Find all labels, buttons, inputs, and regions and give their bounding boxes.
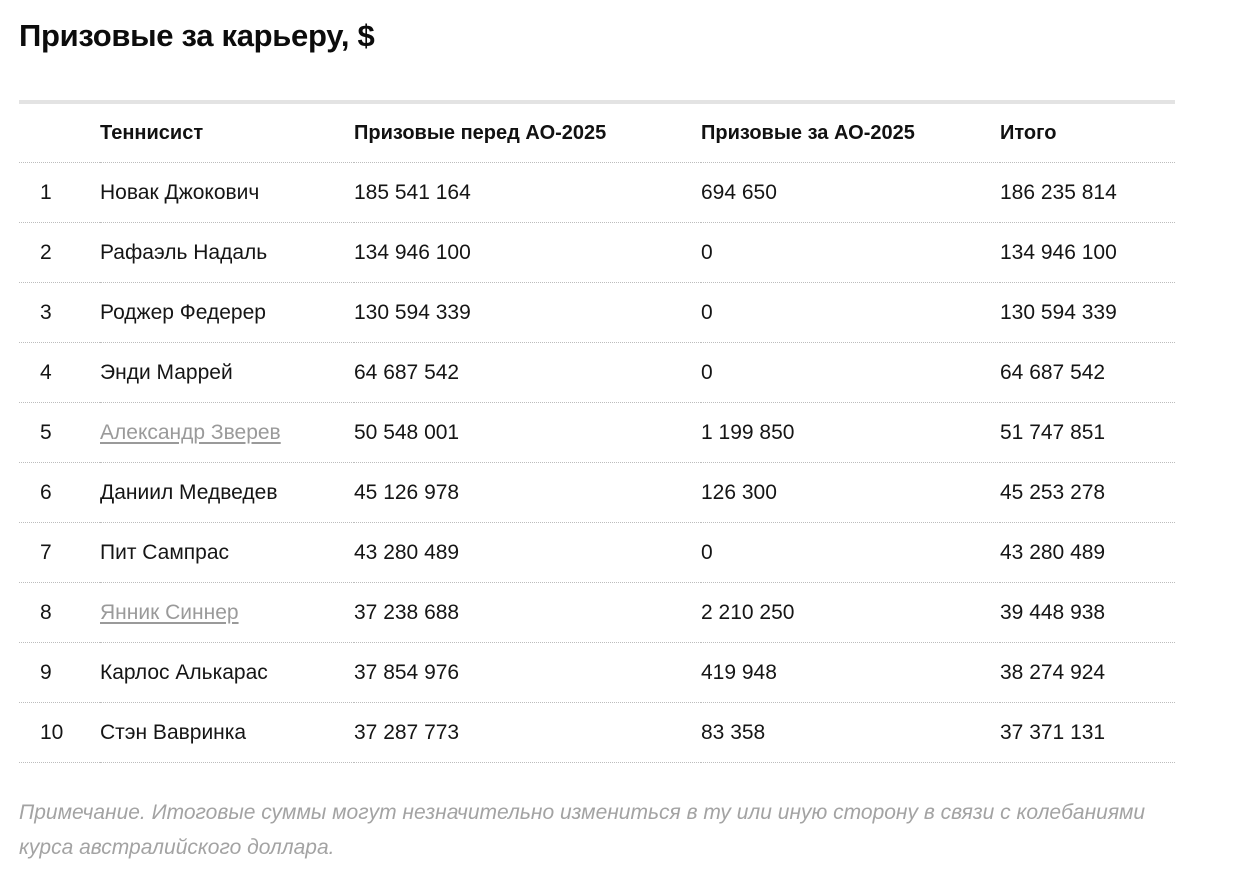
prize-money-table-container: Теннисист Призовые перед АО-2025 Призовы…	[19, 100, 1175, 763]
table-row: 9 Карлос Алькарас 37 854 976 419 948 38 274 …	[19, 642, 1175, 703]
prize-during-cell: 419 948	[701, 642, 1000, 703]
rank-cell: 4	[19, 342, 100, 403]
player-cell: Даниил Медведев	[100, 462, 354, 523]
header-row: Теннисист Призовые перед АО-2025 Призовы…	[19, 104, 1175, 163]
prize-before-cell: 64 687 542	[354, 342, 701, 403]
prize-during-cell: 694 650	[701, 162, 1000, 223]
prize-money-table: Теннисист Призовые перед АО-2025 Призовы…	[19, 104, 1175, 763]
player-cell: Карлос Алькарас	[100, 642, 354, 703]
header-total: Итого	[1000, 104, 1175, 163]
rank-cell: 5	[19, 402, 100, 463]
prize-during-cell: 0	[701, 522, 1000, 583]
table-row: 4 Энди Маррей 64 687 542 0 64 687 542	[19, 342, 1175, 403]
header-player: Теннисист	[100, 104, 354, 163]
rank-cell: 6	[19, 462, 100, 523]
table-row: 3 Роджер Федерер 130 594 339 0 130 594 339	[19, 282, 1175, 343]
total-cell: 43 280 489	[1000, 522, 1175, 583]
total-cell: 45 253 278	[1000, 462, 1175, 523]
player-cell: Энди Маррей	[100, 342, 354, 403]
rank-cell: 2	[19, 222, 100, 283]
prize-before-cell: 185 541 164	[354, 162, 701, 223]
player-link[interactable]: Александр Зверев	[100, 420, 281, 444]
total-cell: 64 687 542	[1000, 342, 1175, 403]
prize-during-cell: 126 300	[701, 462, 1000, 523]
rank-cell: 3	[19, 282, 100, 343]
table-body: 1 Новак Джокович 185 541 164 694 650 186 235…	[19, 162, 1175, 763]
prize-during-cell: 2 210 250	[701, 582, 1000, 643]
total-cell: 39 448 938	[1000, 582, 1175, 643]
total-cell: 134 946 100	[1000, 222, 1175, 283]
total-cell: 37 371 131	[1000, 702, 1175, 763]
rank-cell: 7	[19, 522, 100, 583]
player-link[interactable]: Янник Синнер	[100, 600, 239, 624]
table-row: 6 Даниил Медведев 45 126 978 126 300 45 253 …	[19, 462, 1175, 523]
player-cell: Александр Зверев	[100, 402, 354, 463]
table-row: 5 Александр Зверев 50 548 001 1 199 850 51 7…	[19, 402, 1175, 463]
table-title: Призовые за карьеру, $	[19, 18, 375, 53]
prize-before-cell: 43 280 489	[354, 522, 701, 583]
table-row: 8 Янник Синнер 37 238 688 2 210 250 39 448 9…	[19, 582, 1175, 643]
total-cell: 38 274 924	[1000, 642, 1175, 703]
prize-before-cell: 130 594 339	[354, 282, 701, 343]
footnote: Примечание. Итоговые суммы могут незначи…	[19, 801, 1146, 859]
table-header: Теннисист Призовые перед АО-2025 Призовы…	[19, 104, 1175, 163]
header-during: Призовые за АО-2025	[701, 104, 1000, 163]
prize-before-cell: 37 238 688	[354, 582, 701, 643]
table-row: 2 Рафаэль Надаль 134 946 100 0 134 946 100	[19, 222, 1175, 283]
prize-during-cell: 0	[701, 342, 1000, 403]
prize-during-cell: 0	[701, 282, 1000, 343]
rank-cell: 8	[19, 582, 100, 643]
prize-before-cell: 134 946 100	[354, 222, 701, 283]
prize-before-cell: 50 548 001	[354, 402, 701, 463]
table-row: 10 Стэн Вавринка 37 287 773 83 358 37 371 13…	[19, 702, 1175, 763]
player-cell: Роджер Федерер	[100, 282, 354, 343]
prize-during-cell: 83 358	[701, 702, 1000, 763]
prize-before-cell: 37 854 976	[354, 642, 701, 703]
table-row: 1 Новак Джокович 185 541 164 694 650 186 235…	[19, 162, 1175, 223]
prize-before-cell: 45 126 978	[354, 462, 701, 523]
total-cell: 186 235 814	[1000, 162, 1175, 223]
total-cell: 130 594 339	[1000, 282, 1175, 343]
prize-during-cell: 0	[701, 222, 1000, 283]
prize-during-cell: 1 199 850	[701, 402, 1000, 463]
table-row: 7 Пит Сампрас 43 280 489 0 43 280 489	[19, 522, 1175, 583]
rank-cell: 1	[19, 162, 100, 223]
player-cell: Стэн Вавринка	[100, 702, 354, 763]
player-cell: Пит Сампрас	[100, 522, 354, 583]
prize-before-cell: 37 287 773	[354, 702, 701, 763]
rank-cell: 10	[19, 702, 100, 763]
rank-cell: 9	[19, 642, 100, 703]
player-cell: Новак Джокович	[100, 162, 354, 223]
header-before: Призовые перед АО-2025	[354, 104, 701, 163]
player-cell: Янник Синнер	[100, 582, 354, 643]
total-cell: 51 747 851	[1000, 402, 1175, 463]
player-cell: Рафаэль Надаль	[100, 222, 354, 283]
header-rank	[19, 104, 100, 163]
